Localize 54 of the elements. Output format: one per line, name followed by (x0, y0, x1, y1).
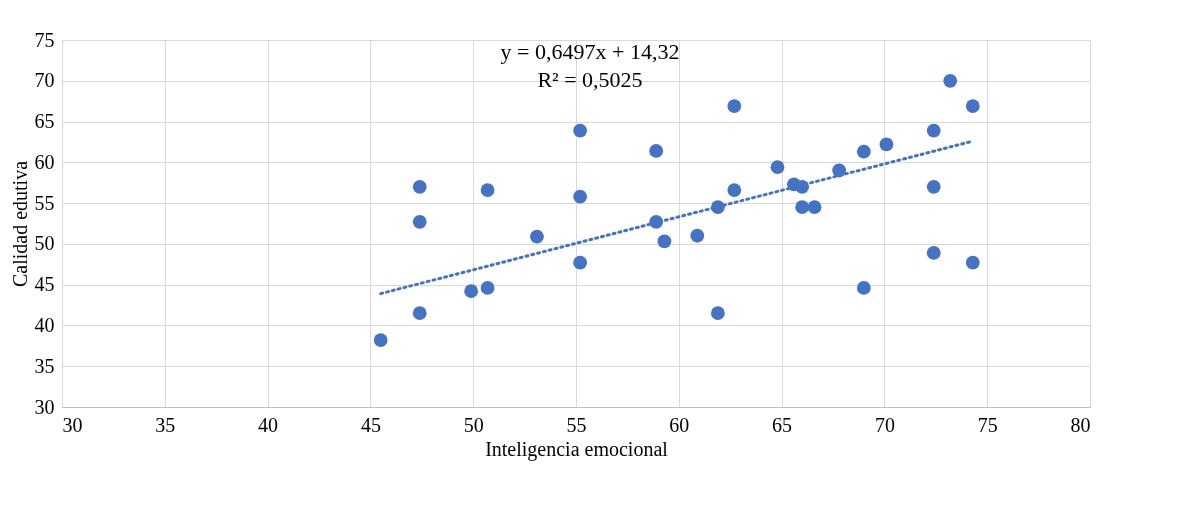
x-tick-label: 50 (463, 413, 484, 436)
point (879, 137, 894, 152)
annotation: R² = 0,5025 (537, 67, 643, 92)
y-tick-label: 60 (34, 150, 55, 173)
point (373, 333, 388, 347)
point (480, 281, 495, 295)
point (965, 99, 980, 113)
x-tick-label: 65 (772, 413, 793, 436)
y-tick-label: 70 (34, 69, 55, 92)
x-tick-label: 30 (62, 413, 83, 436)
y-tick-label: 40 (34, 313, 55, 336)
x-tick-label: 35 (155, 413, 176, 436)
x-tick-label: 75 (977, 413, 998, 436)
point (770, 160, 785, 175)
point (412, 179, 427, 194)
point (965, 255, 980, 270)
y-tick-label: 35 (34, 354, 55, 377)
y-tick-label: 50 (34, 232, 55, 255)
point (727, 183, 742, 197)
y-tick-label: 45 (34, 273, 55, 296)
y-tick-label: 30 (34, 395, 55, 418)
x-tick-label: 60 (669, 413, 690, 436)
point (727, 99, 742, 113)
x-tick-label: 70 (874, 413, 895, 436)
point (464, 284, 479, 299)
point (649, 144, 664, 158)
point (412, 214, 427, 229)
point (530, 229, 544, 244)
point (657, 234, 672, 249)
y-tick-label: 55 (34, 191, 55, 214)
point (943, 73, 958, 88)
point (856, 144, 871, 159)
annotation: y = 0,6497x + 14,32 (500, 39, 680, 64)
point (690, 228, 705, 243)
x-axis-title: Inteligencia emocional (485, 437, 669, 461)
x-tick-label: 45 (360, 413, 381, 436)
point (480, 183, 495, 197)
point (926, 123, 941, 138)
point (573, 189, 587, 204)
x-tick-label: 40 (258, 413, 279, 436)
point (807, 200, 822, 215)
y-axis-title: Calidad edutiva (8, 160, 31, 288)
point (926, 245, 941, 260)
point (412, 306, 427, 321)
x-tick-label: 80 (1070, 413, 1091, 436)
point (795, 200, 810, 215)
point (856, 281, 871, 295)
y-tick-label: 75 (34, 28, 55, 51)
point (710, 306, 725, 321)
point (573, 255, 587, 270)
point (926, 179, 941, 194)
y-tick-label: 65 (34, 110, 55, 133)
x-tick-label: 55 (566, 413, 587, 436)
point (573, 123, 587, 138)
